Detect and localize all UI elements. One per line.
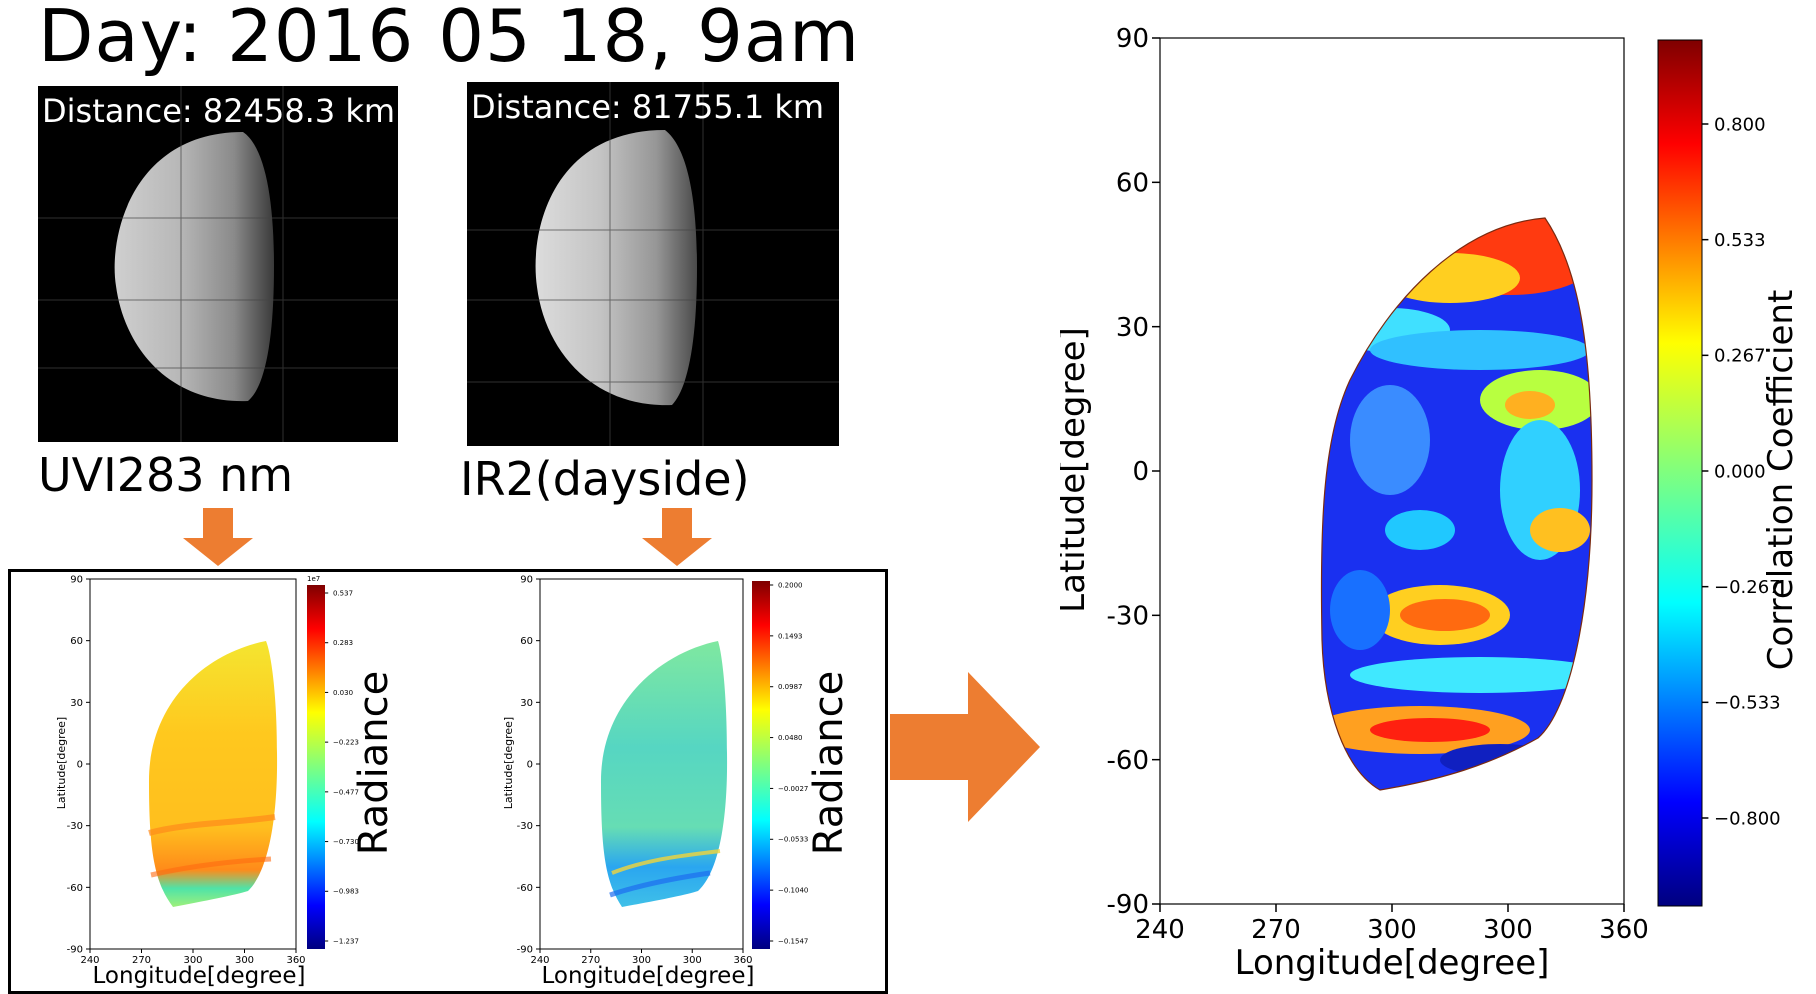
ir2-planet-image: Distance: 81755.1 km: [467, 82, 839, 446]
uvi-ytick-label: 60: [70, 636, 83, 647]
ir2-down-arrow-icon: [642, 508, 712, 566]
corr-ytick-label: 60: [1116, 168, 1149, 198]
ir2-colorbar-label: Radiance: [806, 671, 852, 855]
corr-xtick-label: 360: [1599, 915, 1649, 945]
corr-ytick-label: 30: [1116, 313, 1149, 343]
uvi-caption: UVI283 nm: [38, 448, 294, 502]
corr-colorbar-tick-label: 0.533: [1714, 230, 1766, 251]
corr-colorbar-tick-label: 0.267: [1714, 346, 1766, 367]
ir2-colorbar-tick-label: −0.1040: [778, 887, 808, 895]
uvi-xlabel: Longitude[degree]: [93, 963, 306, 989]
uvi-ytick-label: 30: [70, 698, 83, 709]
ir2-ytick-label: 90: [520, 575, 533, 586]
uvi-down-arrow-icon: [183, 508, 253, 566]
corr-ytick-label: 0: [1132, 457, 1149, 487]
correlation-xlabel: Longitude[degree]: [1235, 943, 1550, 983]
ir2-xlabel: Longitude[degree]: [542, 963, 755, 989]
corr-colorbar-tick-label: −0.533: [1714, 693, 1781, 714]
correlation-y-ticks: 90 60 30 0 -30 -60 -90: [1107, 24, 1160, 920]
ir2-ytick-label: 60: [520, 636, 533, 647]
uvi-colorbar-tick-label: −1.237: [333, 937, 359, 945]
uvi-distance-label: Distance: 82458.3 km: [42, 92, 396, 130]
correlation-x-ticks: 240 270 300 300 360: [1135, 904, 1649, 945]
uvi-ytick-label: 90: [70, 575, 83, 586]
uvi-ytick-label: -90: [67, 945, 83, 956]
corr-ytick-label: -60: [1107, 746, 1149, 776]
uvi-colorbar-tick-label: −0.223: [333, 739, 359, 747]
right-arrow-icon: [890, 672, 1040, 822]
ir2-xtick-label: 300: [632, 955, 651, 966]
corr-xtick-label: 300: [1483, 915, 1533, 945]
uvi-ytick-label: -30: [67, 821, 83, 832]
ir2-colorbar-tick-label: −0.1547: [778, 937, 808, 945]
uvi-y-ticks: 90 60 30 0 -30 -60 -90: [67, 575, 90, 956]
corr-colorbar-tick-label: −0.800: [1714, 808, 1781, 829]
corr-ytick-label: 90: [1116, 24, 1149, 54]
uvi-colorbar-tick-label: −0.730: [333, 838, 359, 846]
ir2-colorbar: [752, 581, 770, 949]
ir2-ytick-label: -60: [517, 883, 533, 894]
ir2-colorbar-ticks: 0.2000 0.1493 0.0987 0.0480 −0.0027 −0.0533 −0…: [770, 581, 808, 945]
corr-colorbar-tick-label: 0.800: [1714, 114, 1766, 135]
corr-xtick-label: 240: [1135, 915, 1185, 945]
uvi-xtick-label: 270: [132, 955, 151, 966]
uvi-x-ticks: 240 270 300 300 360: [80, 949, 306, 966]
ir2-ylabel: Latitude[degree]: [502, 717, 515, 809]
correlation-colorbar-ticks: 0.800 0.533 0.267 0.000 −0.267 −0.533 −0.800: [1702, 114, 1781, 829]
uvi-ytick-label: -60: [67, 883, 83, 894]
uvi-colorbar-tick-label: −0.477: [333, 788, 359, 796]
corr-ytick-label: -90: [1107, 890, 1149, 920]
ir2-xtick-label: 360: [733, 955, 752, 966]
uvi-colorbar: [307, 585, 325, 949]
corr-xtick-label: 300: [1367, 915, 1417, 945]
page-title: Day: 2016 05 18, 9am: [38, 0, 861, 78]
uvi-colorbar-exponent: 1e7: [307, 575, 320, 583]
corr-colorbar-tick-label: −0.267: [1714, 577, 1781, 598]
radiance-maps-box: [8, 569, 888, 994]
uvi-colorbar-tick-label: 0.537: [333, 589, 353, 597]
ir2-xtick-label: 240: [530, 955, 549, 966]
ir2-colorbar-tick-label: 0.2000: [778, 581, 803, 589]
uvi-xtick-label: 300: [183, 955, 202, 966]
uvi-ytick-label: 0: [77, 760, 83, 771]
ir2-colorbar-tick-label: −0.0533: [778, 836, 808, 844]
ir2-ytick-label: 30: [520, 698, 533, 709]
ir2-caption: IR2(dayside): [460, 452, 750, 506]
ir2-y-ticks: 90 60 30 0 -30 -60 -90: [517, 575, 540, 956]
uvi-colorbar-tick-label: 0.283: [333, 639, 353, 647]
uvi-ylabel: Latitude[degree]: [55, 717, 68, 809]
correlation-ylabel: Latitude[degree]: [1060, 327, 1093, 613]
corr-xtick-label: 270: [1251, 915, 1301, 945]
uvi-colorbar-tick-label: 0.030: [333, 689, 353, 697]
ir2-distance-label: Distance: 81755.1 km: [471, 88, 825, 126]
uvi-colorbar-label: Radiance: [351, 671, 397, 855]
correlation-colorbar: [1657, 39, 1703, 907]
ir2-xtick-label: 270: [581, 955, 600, 966]
correlation-colorbar-label: Correlation Coefficient: [1761, 290, 1801, 671]
uvi-colorbar-ticks: 0.537 0.283 0.030 −0.223 −0.477 −0.730 −0.983 −…: [325, 589, 359, 945]
ir2-ytick-label: -30: [517, 821, 533, 832]
uvi-colorbar-tick-label: −0.983: [333, 888, 359, 896]
ir2-ytick-label: 0: [527, 760, 533, 771]
ir2-ytick-label: -90: [517, 945, 533, 956]
ir2-colorbar-tick-label: 0.0480: [778, 734, 803, 742]
ir2-x-ticks: 240 270 300 300 360: [530, 949, 753, 966]
ir2-colorbar-tick-label: 0.0987: [778, 683, 803, 691]
ir2-xtick-label: 300: [683, 955, 702, 966]
corr-colorbar-tick-label: 0.000: [1714, 461, 1766, 482]
uvi-planet-image: Distance: 82458.3 km: [38, 86, 398, 442]
corr-ytick-label: -30: [1107, 601, 1149, 631]
uvi-xtick-label: 240: [80, 955, 99, 966]
ir2-colorbar-tick-label: −0.0027: [778, 785, 808, 793]
uvi-xtick-label: 300: [235, 955, 254, 966]
uvi-xtick-label: 360: [286, 955, 305, 966]
ir2-colorbar-tick-label: 0.1493: [778, 632, 803, 640]
